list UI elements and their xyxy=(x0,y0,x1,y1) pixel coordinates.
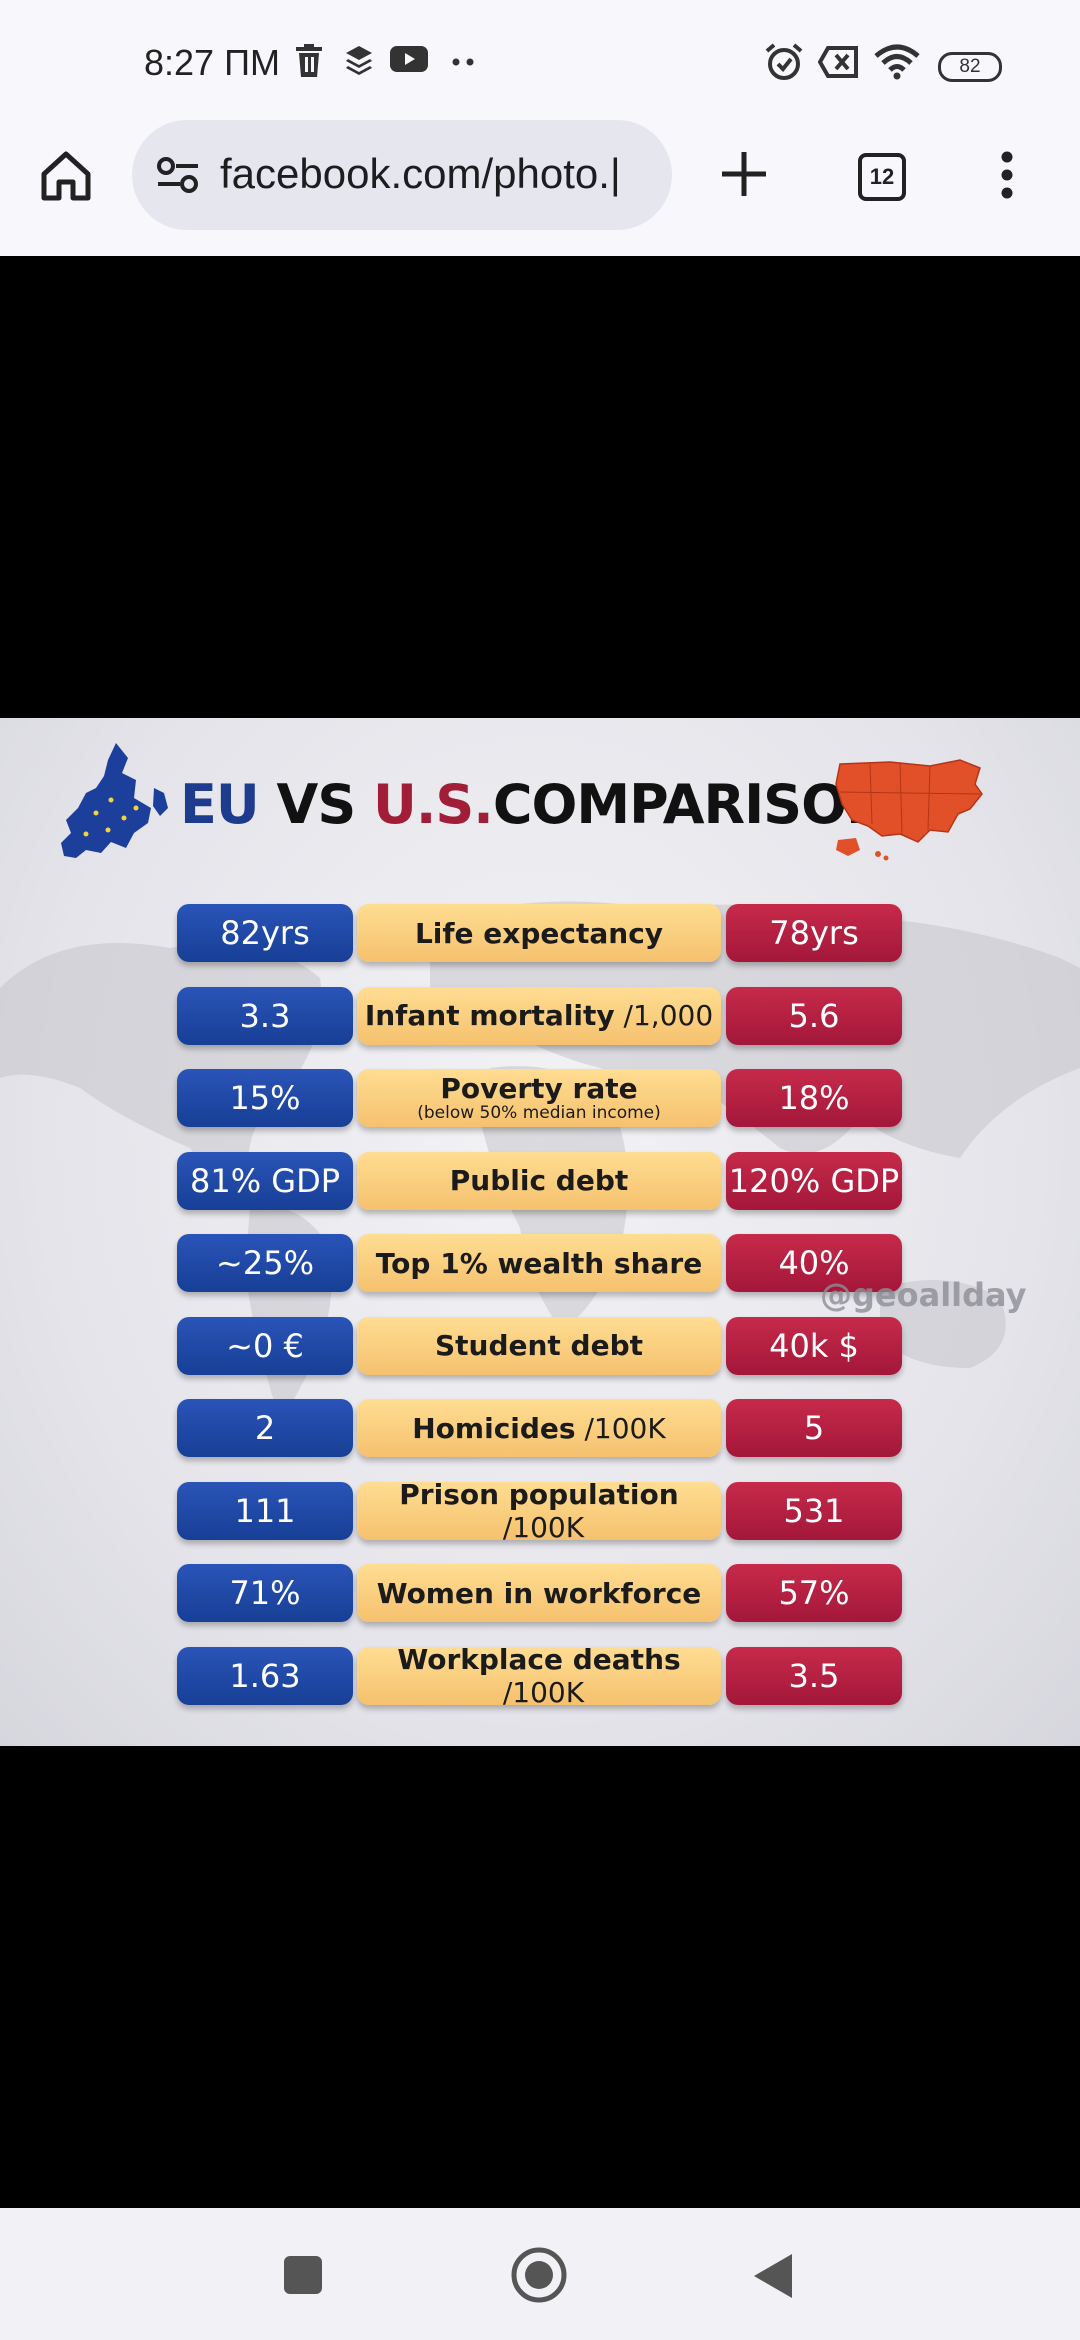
home-icon[interactable] xyxy=(38,148,94,204)
comparison-row: 71% Women in workforce 57% xyxy=(177,1564,902,1622)
us-value: 40% xyxy=(726,1234,902,1292)
comparison-row: 82yrs Life expectancy 78yrs xyxy=(177,904,902,962)
comparison-row: ~25% Top 1% wealth share 40% xyxy=(177,1234,902,1292)
eu-value: 2 xyxy=(177,1399,353,1457)
layers-notification-icon xyxy=(346,46,372,75)
status-time: 8:27 ПМ xyxy=(144,42,280,83)
metric-unit: /1,000 xyxy=(614,999,714,1032)
wifi-icon xyxy=(874,44,920,80)
metric-label: Life expectancy xyxy=(357,904,721,962)
eu-value: 71% xyxy=(177,1564,353,1622)
url-text[interactable]: facebook.com/photo.| xyxy=(220,150,621,197)
home-button[interactable] xyxy=(510,2246,568,2304)
comparison-row: 2 Homicides /100K 5 xyxy=(177,1399,902,1457)
us-value: 5.6 xyxy=(726,986,902,1045)
comparison-row: 3.3 Infant mortality /1,000 5.6 xyxy=(177,986,902,1045)
url-bar[interactable]: facebook.com/photo.| xyxy=(132,120,672,230)
metric-label-text: Public debt xyxy=(449,1164,629,1197)
metric-label: Women in workforce xyxy=(357,1564,721,1622)
eu-value: ~25% xyxy=(177,1234,353,1292)
world-map-background xyxy=(0,901,1080,1408)
battery-indicator: 82 xyxy=(938,52,1002,82)
eu-value: ~0 € xyxy=(177,1316,353,1375)
metric-label: Top 1% wealth share xyxy=(357,1234,721,1292)
infographic-title: EU VS U.S.COMPARISON xyxy=(180,773,891,836)
metric-label: Prison population /100K xyxy=(357,1478,721,1544)
us-value: 40k $ xyxy=(726,1316,902,1375)
alarm-icon xyxy=(765,43,803,80)
eu-value: 15% xyxy=(177,1069,353,1127)
metric-unit: /100K xyxy=(575,1411,666,1445)
comparison-row: 15% Poverty rate (below 50% median income)… xyxy=(177,1069,902,1127)
metric-label-text: Poverty rate xyxy=(440,1071,638,1105)
metric-label-text: Student debt xyxy=(434,1329,644,1362)
overflow-menu-icon[interactable] xyxy=(1000,150,1014,200)
us-value: 57% xyxy=(726,1564,902,1622)
metric-label-text: Top 1% wealth share xyxy=(375,1246,703,1280)
us-value: 3.5 xyxy=(726,1646,902,1705)
eu-value: 81% GDP xyxy=(177,1151,353,1210)
title-us: U.S. xyxy=(373,773,494,836)
more-notifications-icon xyxy=(452,58,474,66)
comparison-row: 111 Prison population /100K 531 xyxy=(177,1478,902,1544)
comparison-row: 81% GDP Public debt 120% GDP xyxy=(177,1151,902,1210)
metric-label: Infant mortality /1,000 xyxy=(357,986,721,1045)
title-eu: EU xyxy=(180,773,260,836)
us-value: 78yrs xyxy=(726,904,902,962)
site-settings-icon[interactable] xyxy=(156,157,200,193)
system-nav-bar xyxy=(0,2208,1080,2340)
metric-label-text: Prison population xyxy=(399,1477,679,1511)
watermark: @geoallday xyxy=(820,1276,1027,1314)
eu-value: 111 xyxy=(177,1481,353,1540)
us-map-logo xyxy=(835,759,983,861)
youtube-notification-icon xyxy=(390,46,428,72)
trash-notification-icon xyxy=(296,44,322,77)
us-value: 120% GDP xyxy=(726,1151,902,1210)
metric-label: Public debt xyxy=(357,1151,721,1210)
us-value: 18% xyxy=(726,1069,902,1127)
metric-label-text: Homicides xyxy=(412,1411,576,1445)
title-vs: VS xyxy=(258,773,374,836)
metric-label: Homicides /100K xyxy=(357,1399,721,1457)
metric-label-text: Infant mortality xyxy=(364,999,615,1032)
eu-map-logo xyxy=(61,743,168,858)
comparison-image[interactable]: EU VS U.S.COMPARISON 82yrs Life expectanc… xyxy=(0,718,1080,1746)
title-comparison: COMPARISON xyxy=(492,773,891,836)
tab-switcher-button[interactable]: 12 xyxy=(858,153,906,201)
comparison-row: 1.63 Workplace deaths /100K 3.5 xyxy=(177,1643,902,1709)
comparison-row: ~0 € Student debt 40k $ xyxy=(177,1316,902,1375)
metric-label-note: (below 50% median income) xyxy=(417,1102,661,1123)
metric-label: Poverty rate (below 50% median income) xyxy=(357,1069,721,1127)
back-button[interactable] xyxy=(752,2252,796,2300)
eu-value: 3.3 xyxy=(177,986,353,1045)
us-value: 5 xyxy=(726,1399,902,1457)
status-bar: 8:27 ПМ 82 xyxy=(0,0,1080,120)
new-tab-icon[interactable] xyxy=(718,148,770,200)
no-sim-icon xyxy=(818,46,858,78)
recents-button[interactable] xyxy=(282,2254,324,2296)
us-value: 531 xyxy=(726,1481,902,1540)
metric-label: Student debt xyxy=(357,1316,721,1375)
metric-unit: /100K xyxy=(493,1675,585,1709)
metric-label-text: Life expectancy xyxy=(414,916,664,950)
metric-label-text: Workplace deaths xyxy=(397,1642,681,1676)
metric-unit: /100K xyxy=(493,1510,585,1544)
metric-label-text: Women in workforce xyxy=(376,1576,702,1610)
eu-value: 82yrs xyxy=(177,904,353,962)
metric-label: Workplace deaths /100K xyxy=(357,1643,721,1709)
eu-value: 1.63 xyxy=(177,1646,353,1705)
